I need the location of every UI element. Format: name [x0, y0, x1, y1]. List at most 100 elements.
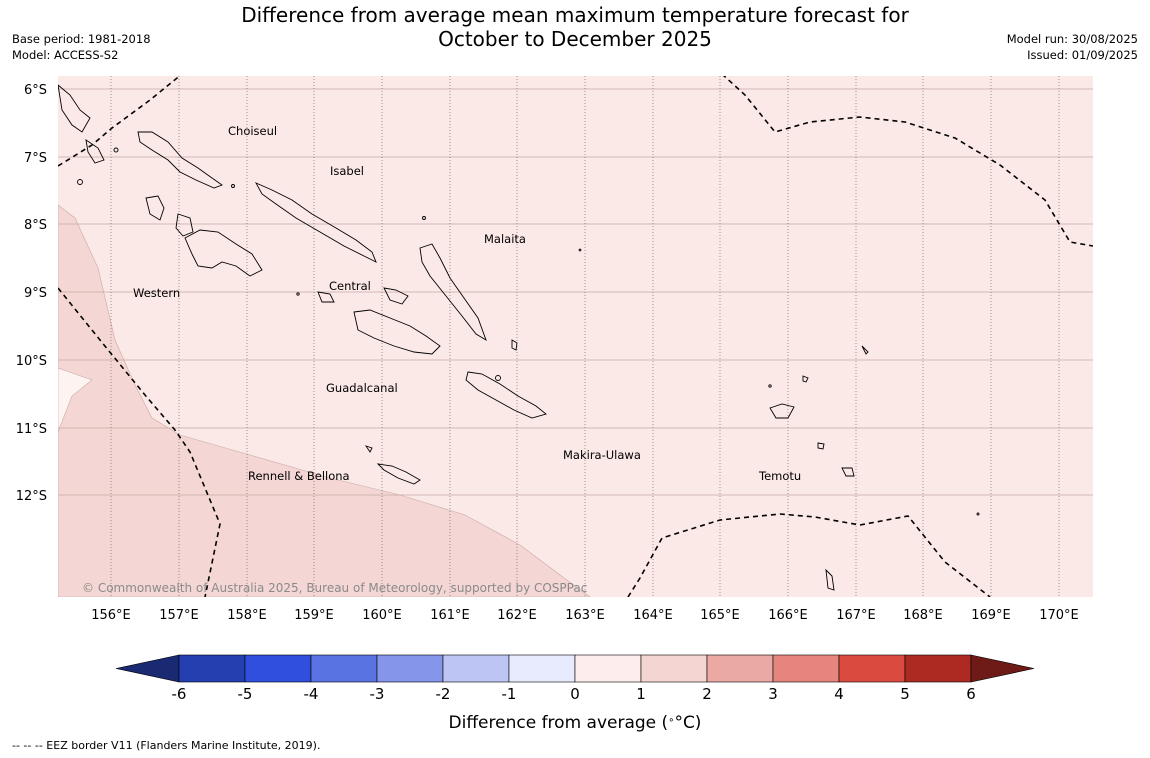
island-outline	[841, 467, 855, 477]
meta-right: Model run: 30/08/2025 Issued: 01/09/2025	[1007, 31, 1138, 63]
colorbar-segment	[904, 654, 972, 683]
model-name: Model: ACCESS-S2	[12, 48, 119, 62]
guadalcanal-island	[353, 309, 441, 355]
lon-label: 163°E	[565, 608, 605, 623]
santa-isabel-island	[254, 182, 377, 263]
colorbar-tick-label: -6	[172, 685, 187, 703]
islands	[58, 84, 980, 591]
province-label-western: Western	[133, 286, 180, 300]
bougainville-island	[58, 84, 91, 133]
colorbar-tick-label: 4	[834, 685, 844, 703]
island-outline	[296, 292, 300, 296]
lat-label: 10°S	[16, 354, 47, 369]
province-label-guadalcanal: Guadalcanal	[326, 381, 398, 395]
nggela-islands	[383, 287, 409, 305]
base-period: Base period: 1981-2018	[12, 32, 151, 46]
island-outline	[422, 216, 426, 220]
lat-label: 7°S	[24, 151, 47, 166]
province-label-rennell-bellona: Rennell & Bellona	[248, 469, 350, 483]
province-label-choiseul: Choiseul	[228, 124, 277, 138]
rennell-island	[376, 463, 421, 485]
island-outline	[231, 184, 235, 188]
longitude-labels: 156°E 157°E 158°E 159°E 160°E 161°E 162°…	[91, 608, 1079, 623]
colorbar-tick-label: 3	[768, 685, 778, 703]
latitude-labels: 6°S 7°S 8°S 9°S 10°S 11°S 12°S	[16, 83, 47, 504]
colorbar	[115, 654, 1035, 683]
meta-left: Base period: 1981-2018 Model: ACCESS-S2	[12, 31, 151, 63]
colorbar-tick-label: -2	[436, 685, 451, 703]
lon-label: 157°E	[159, 608, 199, 623]
anomaly-band-1-to-2	[58, 204, 591, 597]
island-outline	[113, 147, 119, 153]
lon-label: 158°E	[227, 608, 267, 623]
kolombangara-island	[175, 213, 194, 237]
lon-label: 159°E	[294, 608, 334, 623]
colorbar-tick-label: 2	[702, 685, 712, 703]
colorbar-tick-label: -5	[238, 685, 253, 703]
santa-cruz-island	[769, 403, 795, 419]
colorbar-tick-label: 5	[900, 685, 910, 703]
island-outline	[495, 375, 501, 381]
island-outline	[578, 248, 582, 252]
latitude-gridlines	[58, 88, 1093, 496]
colorbar-segment	[310, 654, 378, 683]
colorbar-segment	[376, 654, 444, 683]
colorbar-segment	[838, 654, 906, 683]
colorbar-segment	[574, 654, 642, 683]
title-line-1: Difference from average mean maximum tem…	[241, 3, 909, 27]
colorbar-segment	[178, 654, 246, 683]
island-outline	[817, 442, 825, 450]
colorbar-extend-low	[115, 654, 180, 683]
model-run: Model run: 30/08/2025	[1006, 32, 1138, 46]
colorbar-segment	[772, 654, 840, 683]
lon-label: 166°E	[768, 608, 808, 623]
new-georgia-island	[184, 229, 263, 277]
colorbar-segment	[706, 654, 774, 683]
lon-label: 169°E	[971, 608, 1011, 623]
colorbar-segment	[640, 654, 708, 683]
map-title: Difference from average mean maximum tem…	[0, 3, 1150, 51]
lon-label: 165°E	[700, 608, 740, 623]
island-outline	[802, 375, 809, 383]
lon-label: 168°E	[903, 608, 943, 623]
province-label-temotu: Temotu	[758, 469, 801, 483]
island-outline	[768, 384, 772, 388]
island-outline	[861, 345, 869, 355]
colorbar-tick-label: 6	[966, 685, 976, 703]
lon-label: 160°E	[362, 608, 402, 623]
lon-label: 156°E	[91, 608, 131, 623]
island-outline	[825, 568, 835, 591]
lat-label: 11°S	[16, 422, 47, 437]
eez-footnote: -- -- -- EEZ border V11 (Flanders Marine…	[12, 739, 321, 752]
colorbar-tick-label: -1	[502, 685, 517, 703]
lat-label: 9°S	[24, 286, 47, 301]
lat-label: 12°S	[16, 489, 47, 504]
province-labels: Choiseul Isabel Malaita Western Central …	[133, 124, 801, 483]
lon-label: 162°E	[497, 608, 537, 623]
province-label-isabel: Isabel	[330, 164, 364, 178]
province-label-central: Central	[329, 279, 371, 293]
colorbar-segment	[508, 654, 576, 683]
lon-label: 167°E	[836, 608, 876, 623]
colorbar-tick-label: 1	[636, 685, 646, 703]
anomaly-band-0-to-1	[58, 367, 93, 433]
malaita-island	[419, 243, 487, 342]
copyright-notice: © Commonwealth of Australia 2025, Bureau…	[82, 581, 587, 595]
province-label-makira-ulawa: Makira-Ulawa	[563, 448, 641, 462]
issued-date: Issued: 01/09/2025	[1027, 48, 1138, 62]
colorbar-segment	[442, 654, 510, 683]
lon-label: 161°E	[430, 608, 470, 623]
lat-label: 6°S	[24, 83, 47, 98]
island-outline	[511, 339, 518, 351]
lon-label: 164°E	[633, 608, 673, 623]
island-outline	[85, 139, 105, 164]
colorbar-tick-labels: -6 -5 -4 -3 -2 -1 0 1 2 3 4 5 6	[172, 685, 976, 703]
colorbar-tick-label: -3	[370, 685, 385, 703]
province-label-malaita: Malaita	[484, 232, 526, 246]
colorbar-label: Difference from average (∘°C)	[449, 713, 702, 733]
island-outline	[77, 179, 83, 185]
makira-island	[465, 371, 547, 419]
russell-islands	[317, 291, 335, 303]
choiseul-island	[137, 131, 223, 189]
